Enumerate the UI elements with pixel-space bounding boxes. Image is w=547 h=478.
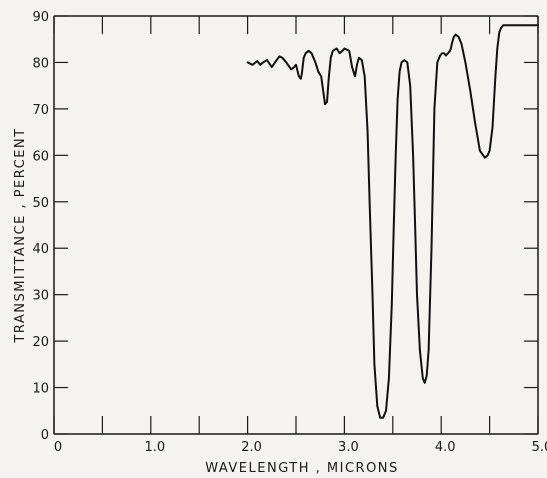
y-axis-label: TRANSMITTANCE , PERCENT — [13, 127, 28, 343]
x-tick-label: 0 — [54, 440, 62, 455]
x-tick-label: 3.0 — [338, 440, 359, 455]
y-tick-label: 30 — [32, 289, 49, 304]
y-tick-label: 40 — [32, 242, 49, 257]
tick-labels: 0 1.0 2.0 3.0 4.0 5.0 0 10 20 30 40 50 60 70 80 90 — [32, 10, 547, 455]
y-tick-label: 20 — [32, 335, 49, 350]
y-tick-label: 10 — [32, 382, 49, 397]
x-axis-label: WAVELENGTH , MICRONS — [205, 461, 399, 476]
x-tick-label: 4.0 — [435, 440, 456, 455]
transmittance-curve — [246, 24, 539, 419]
y-tick-label: 70 — [32, 103, 49, 118]
y-tick-label: 50 — [32, 196, 49, 211]
y-tick-label: 90 — [32, 10, 49, 25]
y-tick-label: 0 — [41, 428, 49, 443]
ticks — [53, 15, 539, 435]
x-tick-label: 1.0 — [144, 440, 165, 455]
x-tick-label: 2.0 — [241, 440, 262, 455]
plot-frame — [53, 15, 539, 435]
x-tick-label: 5.0 — [532, 440, 547, 455]
y-tick-label: 60 — [32, 149, 49, 164]
y-tick-label: 80 — [32, 56, 49, 71]
